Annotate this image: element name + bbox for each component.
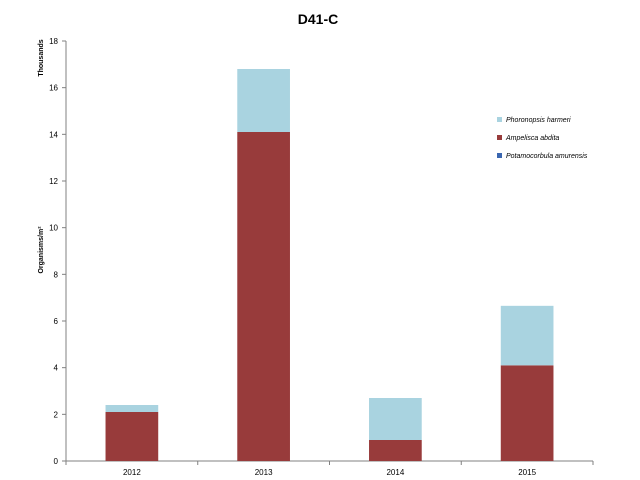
- y-tick-label: 12: [49, 177, 58, 186]
- x-tick-label: 2013: [255, 468, 273, 477]
- legend: Phoronopsis harmeri Ampelisca abdita Potam…: [497, 117, 588, 160]
- y-tick-label: 6: [54, 317, 59, 326]
- legend-swatch: [497, 153, 502, 158]
- legend-label: Phoronopsis harmeri: [506, 117, 571, 124]
- x-axis-ticks: 2012 2013 2014 2015: [65, 461, 594, 477]
- x-tick-label: 2014: [386, 468, 404, 477]
- y-tick-label: 18: [49, 37, 58, 46]
- legend-label: Potamocorbula amurensis: [506, 153, 588, 160]
- y-tick-label: 14: [49, 130, 58, 139]
- bar-phoronopsis-harmeri-2012: [105, 405, 159, 412]
- legend-swatch: [497, 117, 502, 122]
- bar-ampelisca-abdita-2014: [369, 440, 422, 461]
- y-tick-label: 10: [49, 224, 58, 233]
- bars: [105, 69, 554, 461]
- y-axis-ticks: 0 2 4 6 8 10 12 14 16 18: [49, 37, 66, 466]
- y-tick-label: 2: [54, 410, 59, 419]
- y-tick-label: 0: [54, 457, 59, 466]
- bar-phoronopsis-harmeri-2014: [369, 398, 422, 440]
- legend-swatch: [497, 135, 502, 140]
- x-tick-label: 2012: [123, 468, 141, 477]
- y-axis-units-label: Thousands: [38, 39, 45, 76]
- y-tick-label: 4: [54, 364, 59, 373]
- chart-title: D41-C: [298, 11, 338, 27]
- bar-ampelisca-abdita-2013: [237, 132, 290, 461]
- x-tick-label: 2015: [518, 468, 536, 477]
- y-tick-label: 16: [49, 84, 58, 93]
- y-tick-label: 8: [54, 270, 59, 279]
- bar-ampelisca-abdita-2015: [500, 365, 554, 461]
- bar-ampelisca-abdita-2012: [105, 412, 159, 461]
- bar-phoronopsis-harmeri-2013: [237, 69, 290, 132]
- legend-label: Ampelisca abdita: [505, 135, 559, 142]
- bar-phoronopsis-harmeri-2015: [500, 305, 554, 366]
- y-axis-title: Organisms/m²: [38, 226, 45, 274]
